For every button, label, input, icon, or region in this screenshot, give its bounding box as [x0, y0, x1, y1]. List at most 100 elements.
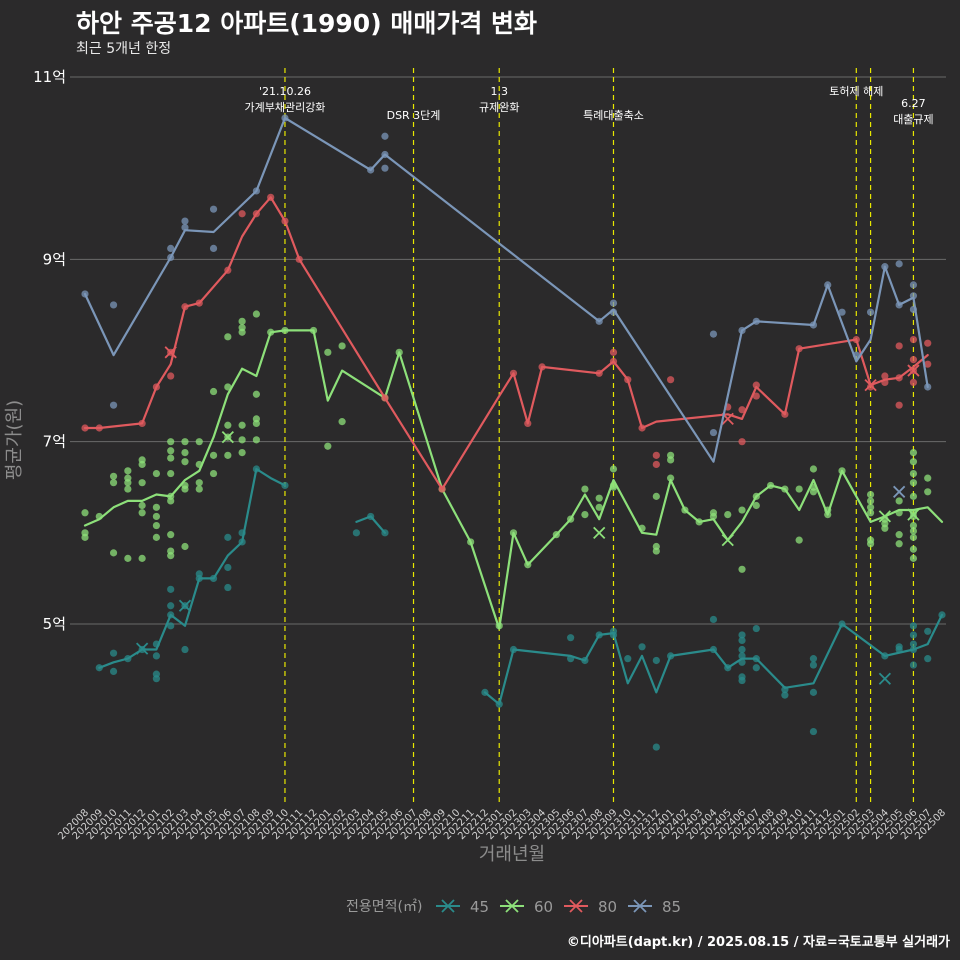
data-point [352, 529, 360, 537]
data-point [109, 549, 118, 557]
data-point [167, 454, 175, 462]
series-layer [81, 114, 946, 751]
data-point [124, 485, 132, 493]
data-point [881, 524, 889, 532]
legend-label: 85 [662, 898, 681, 916]
median-marker [878, 672, 892, 685]
data-point [866, 490, 875, 499]
data-point [795, 536, 803, 544]
data-point [152, 521, 161, 530]
event-label: 규제완화 [479, 101, 519, 114]
data-point [181, 485, 189, 493]
y-axis-labels: 11억 9억 7억 5억 [33, 68, 66, 633]
event-label: 1.3 [490, 85, 508, 98]
data-point [609, 348, 618, 356]
data-point [238, 317, 246, 325]
legend-title: 전용면적(㎡) [346, 899, 422, 915]
median-marker [864, 379, 877, 392]
data-point [809, 655, 818, 663]
data-point [109, 301, 118, 309]
data-point [138, 456, 146, 464]
data-point [609, 299, 618, 307]
data-point [252, 310, 260, 318]
data-point [109, 472, 118, 480]
data-point [181, 438, 189, 446]
data-point [895, 342, 903, 350]
data-point [909, 521, 918, 530]
data-point [209, 469, 218, 478]
data-point [895, 497, 903, 505]
data-point [195, 438, 203, 446]
data-point [909, 469, 918, 478]
data-point [167, 602, 175, 610]
median-marker [878, 510, 892, 523]
data-point [738, 565, 746, 573]
data-point [866, 503, 875, 511]
data-point [238, 210, 246, 218]
data-point [924, 488, 932, 496]
legend-item: 45 [436, 898, 489, 916]
data-point [167, 552, 175, 560]
data-point [209, 387, 218, 396]
data-point [895, 260, 903, 268]
data-point [924, 474, 932, 482]
data-point [709, 615, 718, 624]
median-marker [164, 346, 177, 359]
data-point [167, 244, 175, 252]
data-point [181, 458, 189, 466]
data-point [809, 465, 818, 473]
data-point [152, 533, 161, 541]
data-point [224, 583, 232, 592]
data-point [167, 531, 175, 539]
data-point [667, 474, 675, 482]
event-label: 토허제 해제 [829, 84, 883, 98]
series-line [83, 116, 929, 463]
data-point [738, 676, 746, 685]
data-point [209, 451, 218, 459]
data-point [909, 449, 918, 457]
data-point [738, 406, 746, 414]
data-point [581, 510, 589, 519]
data-point [195, 485, 203, 493]
data-point [252, 390, 260, 398]
event-label: 대출규제 [893, 113, 933, 126]
data-point [866, 308, 875, 316]
legend-label: 60 [534, 898, 553, 916]
series-60 [81, 310, 944, 630]
chart-title: 하안 주공12 아파트(1990) 매매가격 변화 [76, 9, 538, 38]
data-point [109, 667, 118, 676]
data-point [909, 640, 918, 648]
data-point [909, 458, 918, 466]
data-point [238, 436, 246, 444]
source-caption: ©디아파트(dapt.kr) / 2025.08.15 / 자료=국토교통부 실… [566, 935, 950, 950]
data-point [795, 485, 803, 493]
data-point [652, 547, 660, 555]
data-point [909, 281, 918, 289]
data-point [652, 460, 660, 469]
legend-label: 45 [470, 898, 489, 916]
data-point [152, 503, 161, 511]
median-marker [907, 508, 920, 521]
series-line [83, 196, 929, 491]
data-point [209, 244, 218, 252]
data-point [595, 494, 603, 502]
legend-marker [569, 899, 583, 913]
data-point [809, 661, 818, 669]
legend: 전용면적(㎡) 45 60 80 85 [346, 898, 681, 916]
data-point [809, 488, 818, 496]
data-point [738, 506, 746, 514]
data-point [109, 401, 118, 409]
data-point [752, 392, 760, 400]
data-point [752, 501, 760, 510]
data-point [238, 449, 246, 457]
data-point [238, 421, 246, 429]
data-point [138, 501, 146, 510]
event-label: 6.27 [901, 97, 926, 110]
data-point [909, 554, 918, 562]
median-marker [593, 526, 606, 539]
data-point [167, 622, 175, 630]
data-point [381, 132, 389, 140]
y-tick-label: 9억 [43, 250, 66, 268]
legend-marker [505, 899, 519, 913]
event-label: 가계부채관리강화 [244, 101, 325, 114]
